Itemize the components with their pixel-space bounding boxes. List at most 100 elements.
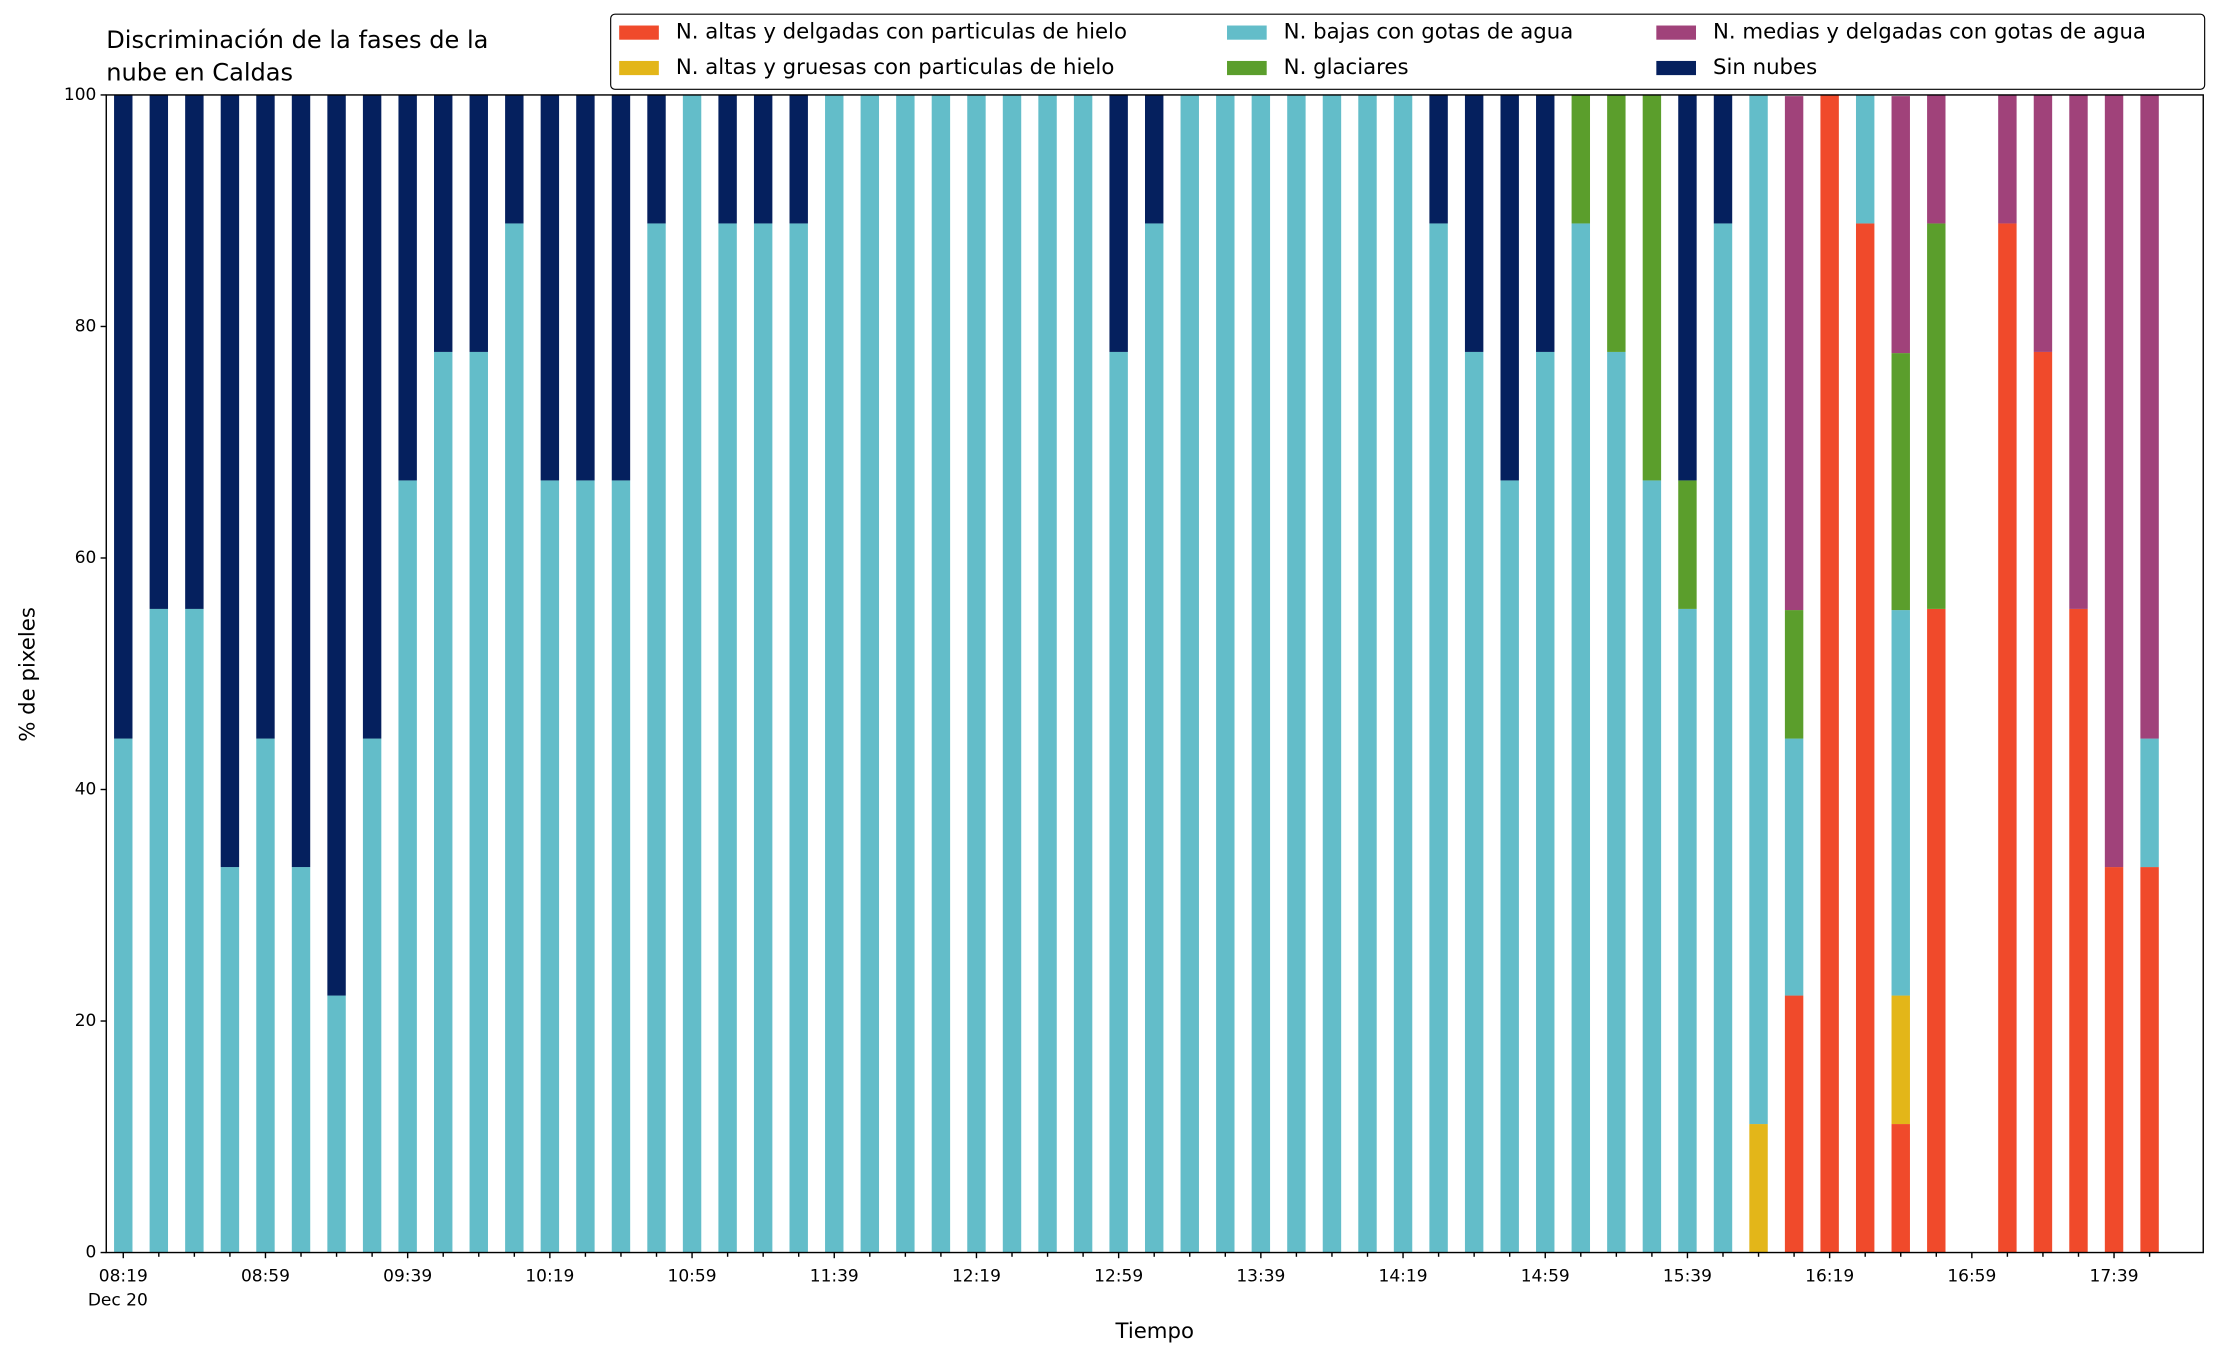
- bar-segment: [327, 94, 346, 996]
- legend-box: [610, 13, 2206, 90]
- x-tick-label: 14:59: [1521, 1267, 1570, 1287]
- bar-segment: [220, 867, 240, 1253]
- bar-segment: [718, 94, 737, 224]
- bar-segment: [1536, 94, 1555, 352]
- bar-segment: [434, 94, 453, 352]
- bar-segment: [1144, 94, 1164, 224]
- bar-segment: [469, 351, 488, 1253]
- bar-segment: [753, 94, 773, 224]
- bar-segment: [149, 608, 169, 1253]
- x-tick-label: 10:19: [525, 1267, 574, 1287]
- bar-segment: [540, 480, 560, 1253]
- legend-swatch: [1227, 60, 1267, 76]
- date-label: Dec 20: [88, 1291, 148, 1311]
- bar-segment: [1891, 96, 1910, 354]
- bar-segment: [1891, 995, 1910, 1125]
- bar-segment: [1180, 94, 1199, 1253]
- bar-segment: [647, 94, 666, 224]
- bar-segment: [1927, 223, 1946, 609]
- bar-segment: [1713, 94, 1733, 224]
- bar-segment: [505, 223, 524, 1253]
- bar-segment: [362, 738, 382, 1253]
- bar-segment: [1571, 94, 1591, 224]
- bar-segment: [1500, 94, 1519, 481]
- bar-segment: [256, 94, 275, 739]
- bar-segment: [540, 94, 560, 481]
- y-axis-label: % de pixeles: [15, 607, 40, 742]
- bar-segment: [1713, 223, 1733, 1253]
- bar-segment: [1749, 1124, 1768, 1253]
- bar-segment: [753, 223, 773, 1253]
- bar-segment: [1429, 94, 1448, 224]
- bar-segment: [1927, 608, 1946, 1253]
- x-tick-label: 15:39: [1663, 1267, 1712, 1287]
- bar-segment: [2140, 94, 2159, 739]
- bar-segment: [1642, 480, 1662, 1253]
- bar-segment: [2033, 94, 2053, 352]
- legend-swatch: [1656, 25, 1697, 40]
- y-tick-label: 80: [75, 316, 97, 336]
- bar-segment: [1251, 94, 1271, 1253]
- bar-segment: [789, 223, 808, 1253]
- bar-segment: [2140, 738, 2159, 868]
- bar-segment: [1855, 94, 1875, 224]
- bar-segment: [931, 94, 951, 1253]
- bar-segment: [2033, 351, 2053, 1253]
- bar-segment: [1500, 480, 1519, 1253]
- x-tick-label: 09:39: [383, 1267, 432, 1287]
- bar-segment: [718, 223, 737, 1253]
- y-tick-label: 60: [75, 548, 97, 568]
- bar-segment: [291, 867, 311, 1253]
- x-axis-label: Tiempo: [1115, 1319, 1195, 1344]
- x-tick-label: 13:39: [1236, 1267, 1285, 1287]
- bar-segment: [967, 94, 986, 1253]
- bar-segment: [1536, 351, 1555, 1253]
- bar-segment: [1784, 610, 1804, 739]
- x-tick-label: 16:19: [1805, 1267, 1854, 1287]
- legend-swatch: [1227, 25, 1267, 40]
- legend-swatch: [619, 25, 659, 40]
- bar-segment: [398, 480, 417, 1253]
- bar-segment: [114, 94, 133, 739]
- y-tick-label: 0: [86, 1243, 97, 1263]
- bar-segment: [1109, 351, 1128, 1253]
- bar-segment: [1607, 94, 1626, 352]
- bar-segment: [1393, 94, 1413, 1253]
- legend-swatch: [1656, 60, 1697, 76]
- legend-label: N. medias y delgadas con gotas de agua: [1713, 20, 2146, 45]
- bar-segment: [1464, 351, 1484, 1253]
- bar-segment: [1038, 94, 1057, 1253]
- x-tick-label: 17:39: [2090, 1267, 2139, 1287]
- bar-segment: [2069, 94, 2088, 609]
- bar-segment: [1002, 94, 1022, 1253]
- bar-segment: [327, 995, 346, 1253]
- bar-segment: [185, 94, 204, 609]
- bar-segment: [220, 94, 240, 868]
- bar-segment: [1678, 608, 1697, 1253]
- bar-segment: [1429, 223, 1448, 1253]
- bar-segment: [1358, 94, 1377, 1253]
- bar-segment: [611, 94, 631, 481]
- bar-segment: [896, 94, 915, 1253]
- legend-label: N. altas y delgadas con particulas de hi…: [676, 20, 1127, 45]
- legend-label: N. altas y gruesas con particulas de hie…: [676, 55, 1114, 80]
- chart-title: nube en Caldas: [106, 59, 293, 87]
- legend-label: Sin nubes: [1713, 55, 1817, 80]
- bar-segment: [1820, 94, 1839, 1253]
- bar-segment: [1073, 94, 1093, 1253]
- bar-segment: [1678, 94, 1697, 481]
- bar-segment: [1571, 223, 1591, 1253]
- bar-segment: [1891, 353, 1910, 611]
- legend-label: N. glaciares: [1284, 55, 1409, 80]
- bar-segment: [682, 94, 702, 1253]
- x-tick-label: 16:59: [1947, 1267, 1996, 1287]
- bar-segment: [1927, 94, 1946, 224]
- bar-segment: [1287, 94, 1306, 1253]
- bar-segment: [2104, 94, 2124, 868]
- bar-segment: [825, 94, 844, 1253]
- legend-swatch: [619, 60, 659, 76]
- bar-segment: [149, 94, 169, 609]
- x-tick-label: 12:59: [1094, 1267, 1143, 1287]
- bar-segment: [1891, 610, 1910, 996]
